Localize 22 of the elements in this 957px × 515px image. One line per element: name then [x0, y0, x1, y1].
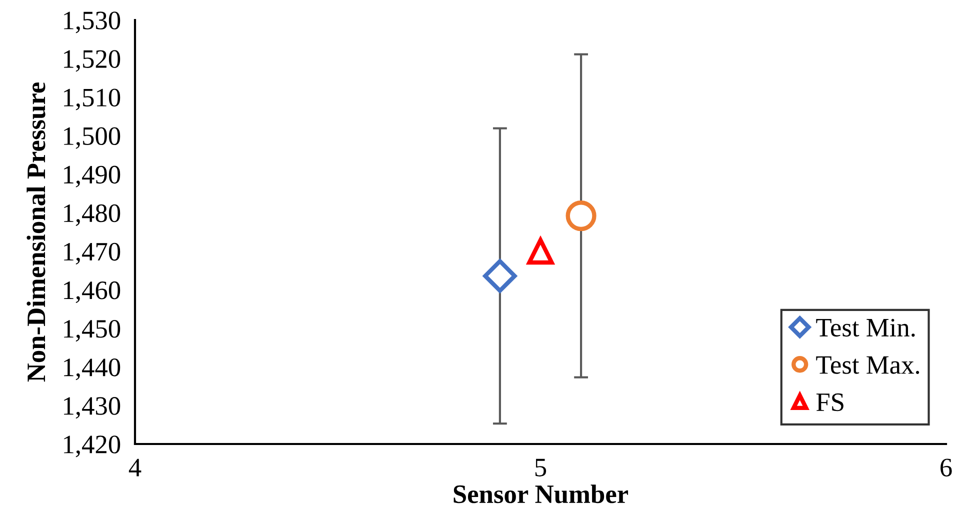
- point: [483, 259, 517, 293]
- y-tick-label: 1,420: [64, 436, 120, 458]
- y-tick-label: 1,470: [64, 242, 120, 264]
- y-tick-label: 1,490: [64, 166, 120, 188]
- x-axis-title: Sensor Number: [454, 484, 628, 504]
- y-axis-title: Non-Dimensional Pressure: [26, 82, 46, 382]
- x-tick-label: 4: [128, 458, 142, 476]
- legend-label: FS: [816, 393, 844, 412]
- y-tick-label: 1,480: [64, 204, 120, 226]
- y-tick-label: 1,520: [64, 50, 120, 72]
- y-tick-label: 1,460: [64, 281, 120, 304]
- y-tick-label: 1,430: [64, 397, 120, 419]
- x-tick-label: 5: [535, 458, 546, 476]
- point: [566, 200, 596, 232]
- y-tick-label: 1,530: [64, 12, 120, 34]
- y-tick-label: 1,440: [64, 358, 120, 380]
- y-tick-label: 1,500: [64, 127, 120, 149]
- x-tick-label: 6: [940, 458, 952, 476]
- legend-label: Test Min.: [816, 318, 915, 337]
- legend-label: Test Max.: [816, 356, 920, 374]
- y-tick-label: 1,450: [64, 320, 120, 342]
- y-tick-label: 1,510: [64, 88, 120, 110]
